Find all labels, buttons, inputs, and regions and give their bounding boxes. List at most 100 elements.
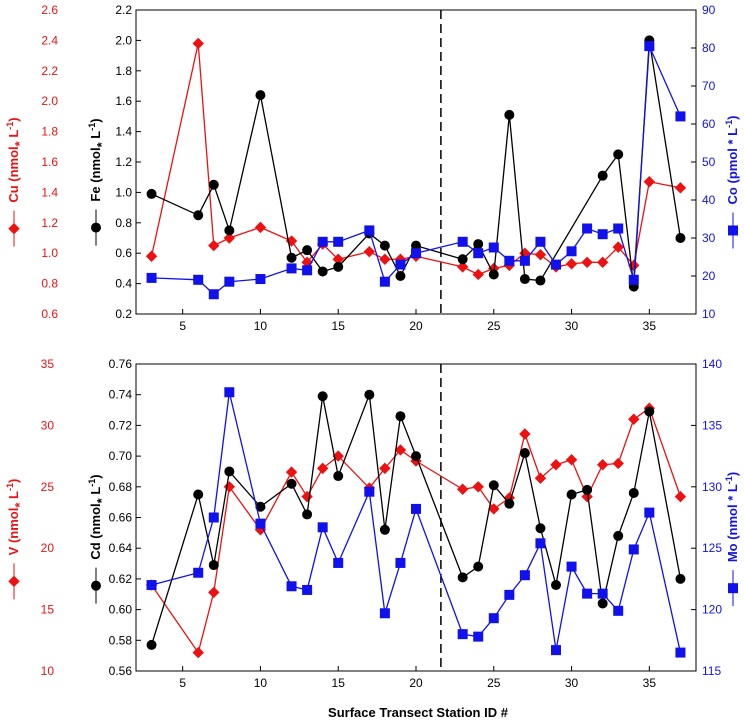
co-point <box>551 259 561 270</box>
cu-point <box>223 232 236 244</box>
fe-tick-label: 2.2 <box>115 3 132 17</box>
cd-point <box>457 572 468 583</box>
cu-point <box>534 249 547 261</box>
cu-point <box>192 37 204 50</box>
v-tick-label: 25 <box>41 480 55 494</box>
cu-point <box>254 221 267 234</box>
co-point <box>473 248 484 259</box>
co-point <box>317 236 328 247</box>
cu-tick-label: 0.8 <box>41 277 58 291</box>
fe-point <box>675 233 686 243</box>
mo-point <box>364 486 375 497</box>
cu-axis-title-text: Cu (nmol* L-1) <box>5 117 27 202</box>
fe-axis-title-mid: L <box>88 131 103 143</box>
fe-tick-label: 0.2 <box>115 307 132 321</box>
cd-tick-label: 0.62 <box>109 572 133 586</box>
fe-axis-title-legend-marker <box>91 222 101 233</box>
fe-tick-label: 0.4 <box>115 277 132 291</box>
cu-point <box>612 241 624 253</box>
x-tick-label: 25 <box>487 676 501 690</box>
v-point <box>674 490 687 503</box>
x-tick-label: 5 <box>179 676 186 690</box>
mo-point <box>675 647 686 658</box>
mo-point <box>224 387 235 398</box>
cu-tick-label: 1.6 <box>41 155 58 169</box>
cd-tick-label: 0.64 <box>109 541 133 555</box>
v-axis-title-star: * <box>12 502 27 508</box>
mo-point <box>582 588 593 599</box>
mo-tick-label: 125 <box>702 541 722 555</box>
mo-point <box>597 588 608 599</box>
mo-point <box>628 544 639 555</box>
cd-point <box>411 451 421 462</box>
x-tick-label: 15 <box>332 676 346 690</box>
cu-axis-title-legend-marker <box>8 222 20 235</box>
cu-tick-label: 2.0 <box>41 94 58 108</box>
fe-point <box>224 225 235 236</box>
v-point <box>456 483 469 495</box>
v-tick-label: 30 <box>41 418 55 432</box>
v-tick-label: 35 <box>41 357 55 371</box>
co-point <box>255 274 266 285</box>
co-axis-title-sup: -1 <box>724 120 734 128</box>
mo-point <box>488 613 499 624</box>
cd-point <box>333 471 344 482</box>
co-point <box>566 246 577 257</box>
mo-tick-label: 140 <box>702 357 722 371</box>
v-point <box>472 481 484 493</box>
fe-axis-title-main: Fe (nmol <box>88 147 103 201</box>
cu-axis-title-sup: -1 <box>5 122 15 130</box>
x-tick-label: 35 <box>643 676 657 690</box>
cd-tick-label: 0.58 <box>109 633 133 647</box>
cd-point <box>613 530 624 541</box>
co-axis-title-text: Co (pmol * L-1) <box>724 116 740 205</box>
mo-tick-label: 135 <box>702 418 722 432</box>
mo-point <box>395 557 406 568</box>
fe-tick-label: 0.8 <box>115 216 132 230</box>
co-point <box>582 223 593 234</box>
cd-point <box>364 389 375 400</box>
v-point <box>285 466 298 478</box>
co-point <box>488 242 499 253</box>
cu-point <box>581 256 593 269</box>
x-tick-label: 10 <box>254 319 268 333</box>
x-tick-label: 20 <box>409 676 423 690</box>
mo-point <box>255 518 266 529</box>
cu-point <box>208 239 220 252</box>
fe-axis-title-sup: -1 <box>87 123 97 131</box>
cd-axis-title: Cd (nmol* L-1) <box>87 474 109 604</box>
mo-axis-title-legend-marker <box>728 583 738 594</box>
cu-tick-label: 1.8 <box>41 125 58 139</box>
co-axis-title: Co (pmol * L-1) <box>724 116 740 249</box>
fe-tick-label: 0.6 <box>115 246 132 260</box>
co-tick-label: 70 <box>702 79 716 93</box>
v-axis-title: V (nmol* L-1) <box>5 479 27 600</box>
co-point <box>379 276 390 287</box>
cu-tick-label: 1.4 <box>41 185 58 199</box>
cd-point <box>193 489 204 500</box>
fe-point <box>193 210 204 221</box>
mo-point <box>208 512 219 523</box>
cd-point <box>208 560 219 571</box>
v-series <box>145 402 687 659</box>
cd-point <box>597 598 608 609</box>
cd-point <box>379 524 390 535</box>
co-tick-label: 90 <box>702 3 716 17</box>
cd-tick-label: 0.56 <box>109 664 133 678</box>
co-tick-label: 60 <box>702 117 716 131</box>
co-tick-label: 10 <box>702 307 716 321</box>
cd-tick-label: 0.60 <box>109 603 133 617</box>
v-axis-title-legend-marker <box>8 575 20 588</box>
co-point <box>302 265 313 276</box>
v-point <box>628 413 640 425</box>
co-tick-label: 40 <box>702 193 716 207</box>
cd-axis-title-main: Cd (nmol <box>88 503 103 559</box>
cd-point <box>473 561 484 572</box>
co-point <box>364 225 375 236</box>
cu-point <box>379 253 391 265</box>
v-tick-label: 15 <box>41 603 55 617</box>
fe-point <box>597 170 608 181</box>
cd-axis-title-end: ) <box>88 474 103 478</box>
v-tick-label: 10 <box>41 664 55 678</box>
x-tick-label: 30 <box>565 319 579 333</box>
